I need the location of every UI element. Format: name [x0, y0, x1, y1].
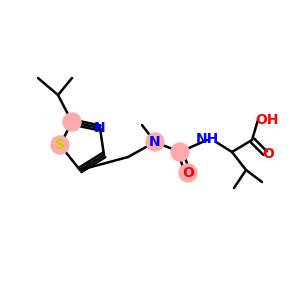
Text: NH: NH [195, 132, 219, 146]
Circle shape [179, 164, 197, 182]
Text: N: N [149, 135, 161, 149]
Text: S: S [55, 138, 65, 152]
Circle shape [171, 143, 189, 161]
Text: O: O [262, 147, 274, 161]
Text: OH: OH [255, 113, 279, 127]
Text: N: N [94, 121, 106, 135]
Circle shape [146, 133, 164, 151]
Text: O: O [182, 166, 194, 180]
Circle shape [63, 113, 81, 131]
Circle shape [51, 136, 69, 154]
